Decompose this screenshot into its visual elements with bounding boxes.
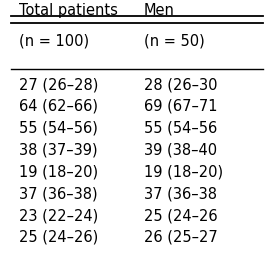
Text: (n = 100): (n = 100) <box>19 33 89 48</box>
Text: 25 (24–26): 25 (24–26) <box>19 230 98 245</box>
Text: 19 (18–20): 19 (18–20) <box>144 164 223 179</box>
Text: 37 (36–38: 37 (36–38 <box>144 186 217 201</box>
Text: 69 (67–71: 69 (67–71 <box>144 99 217 114</box>
Text: (n = 50): (n = 50) <box>144 33 204 48</box>
Text: 39 (38–40: 39 (38–40 <box>144 143 217 157</box>
Text: 23 (22–24): 23 (22–24) <box>19 208 98 223</box>
Text: 25 (24–26: 25 (24–26 <box>144 208 217 223</box>
Text: 38 (37–39): 38 (37–39) <box>19 143 97 157</box>
Text: 27 (26–28): 27 (26–28) <box>19 77 98 92</box>
Text: 55 (54–56: 55 (54–56 <box>144 121 217 136</box>
Text: 28 (26–30: 28 (26–30 <box>144 77 217 92</box>
Text: Total patients: Total patients <box>19 3 118 18</box>
Text: 55 (54–56): 55 (54–56) <box>19 121 98 136</box>
Text: 26 (25–27: 26 (25–27 <box>144 230 217 245</box>
Text: 64 (62–66): 64 (62–66) <box>19 99 98 114</box>
Text: 37 (36–38): 37 (36–38) <box>19 186 97 201</box>
Text: 19 (18–20): 19 (18–20) <box>19 164 98 179</box>
Text: Men: Men <box>144 3 174 18</box>
